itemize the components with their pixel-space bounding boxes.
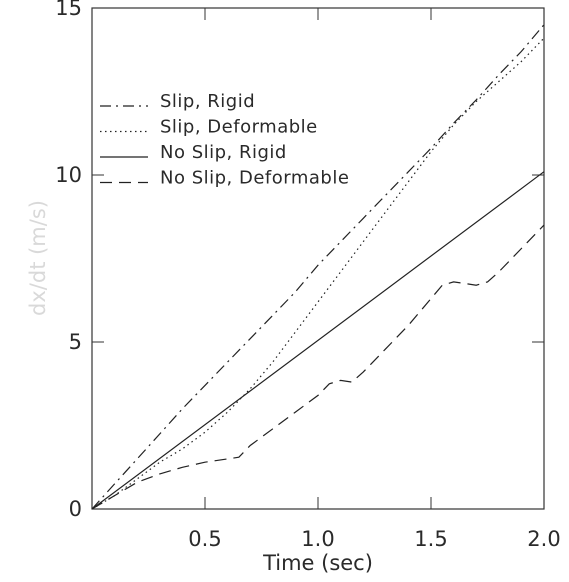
x-tick-label: 2.0 (527, 527, 560, 551)
y-axis-title: dx/dt (m/s) (26, 200, 50, 316)
series-line (92, 225, 544, 509)
y-tick-label: 10 (55, 163, 82, 187)
legend-label: Slip, Rigid (160, 91, 255, 112)
legend: Slip, Rigid Slip, Deformable No Slip, Rigi… (100, 91, 349, 189)
legend-label: Slip, Deformable (160, 117, 318, 138)
y-tick-label: 0 (69, 497, 82, 521)
axis-ticks: 0.5 1.0 1.5 2.0 0 5 10 15 (55, 0, 560, 551)
y-tick-label: 15 (55, 0, 82, 20)
y-tick-label: 5 (69, 330, 82, 354)
series-line (92, 172, 544, 509)
legend-label: No Slip, Rigid (160, 142, 287, 163)
legend-label: No Slip, Deformable (160, 168, 349, 189)
x-tick-label: 1.5 (414, 527, 447, 551)
x-tick-label: 0.5 (188, 527, 221, 551)
x-tick-label: 1.0 (301, 527, 334, 551)
x-axis-title: Time (sec) (262, 551, 373, 575)
